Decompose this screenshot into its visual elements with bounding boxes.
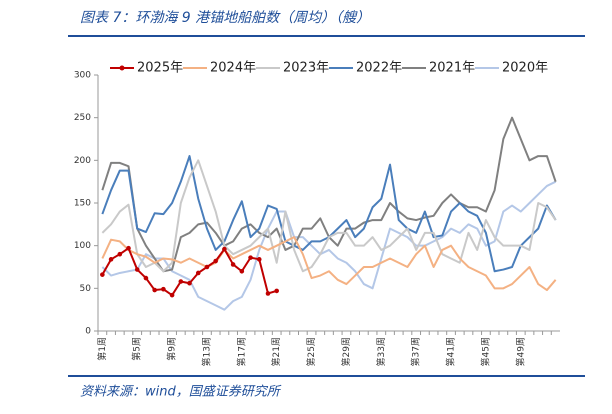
legend-label: 2023年 — [283, 61, 329, 76]
y-tick-label: 250 — [74, 113, 91, 123]
point — [152, 287, 157, 293]
series-line — [101, 155, 557, 273]
legend-label: 2020年 — [502, 61, 548, 76]
x-tick-label: 第5周 — [131, 337, 143, 361]
y-tick-label: 50 — [80, 284, 92, 294]
y-tick-label: 100 — [74, 241, 91, 251]
x-tick-label: 第13周 — [200, 337, 212, 366]
point — [204, 264, 210, 270]
point — [143, 275, 149, 281]
legend-label: 2022年 — [356, 61, 402, 76]
series-line — [101, 159, 557, 273]
x-tick-label: 第29周 — [340, 337, 352, 366]
chart-title: 图表 7：环渤海 9 港锚地船舶数（周均）（艘） — [80, 10, 370, 26]
point — [213, 258, 218, 264]
y-tick-label: 0 — [85, 327, 91, 337]
point — [222, 246, 227, 252]
point — [248, 255, 253, 260]
x-tick-label: 第33周 — [375, 337, 387, 366]
point — [108, 257, 114, 262]
x-tick-label: 第1周 — [96, 337, 108, 361]
x-tick-label: 第25周 — [305, 337, 317, 366]
point — [195, 270, 201, 276]
legend-label: 2021年 — [429, 61, 475, 76]
series-line — [101, 236, 557, 292]
x-tick-label: 第45周 — [479, 337, 491, 366]
point — [169, 292, 175, 298]
y-tick-label: 300 — [74, 71, 91, 81]
point — [187, 280, 192, 286]
legend-label: 2024年 — [210, 61, 256, 76]
point — [274, 288, 279, 294]
x-tick-label: 第9周 — [166, 337, 178, 361]
x-tick-label: 第17周 — [235, 337, 247, 366]
source: 资料来源：wind，国盛证券研究所 — [80, 384, 282, 400]
point — [161, 286, 166, 292]
point — [230, 262, 236, 267]
point — [265, 291, 271, 296]
point — [178, 279, 184, 284]
series-line — [101, 180, 557, 311]
x-tick-label: 第37周 — [410, 337, 422, 366]
series-line — [101, 116, 557, 273]
y-tick-label: 200 — [74, 156, 91, 166]
point — [100, 272, 105, 277]
point — [126, 245, 131, 251]
x-tick-label: 第21周 — [270, 337, 282, 366]
legend-label: 2025年 — [137, 61, 183, 76]
x-tick-label: 第41周 — [445, 337, 457, 366]
y-tick-label: 150 — [74, 199, 91, 209]
point — [134, 267, 140, 272]
point — [117, 251, 123, 257]
point — [256, 257, 262, 262]
legend-marker — [119, 65, 125, 71]
x-tick-label: 第49周 — [514, 337, 526, 366]
point — [239, 268, 245, 274]
